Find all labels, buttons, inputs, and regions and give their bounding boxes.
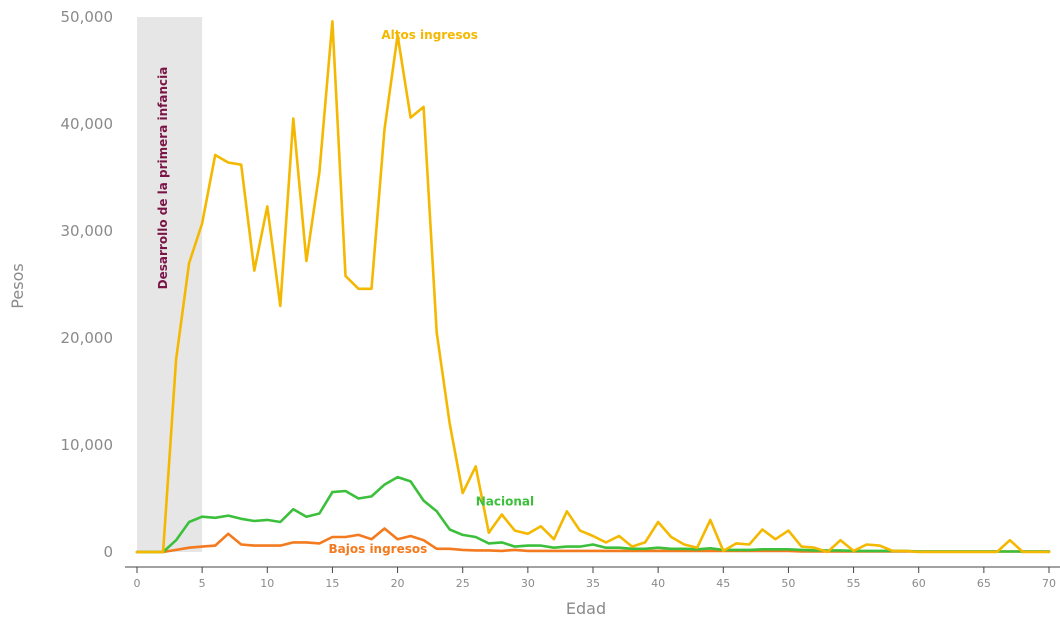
- y-tick-label: 10,000: [61, 436, 114, 454]
- y-tick-label: 40,000: [61, 115, 114, 133]
- x-tick-label: 20: [391, 577, 405, 590]
- series-label-1: Nacional: [476, 495, 534, 509]
- x-axis: 0 5 10 15 20 25 30 35 40 45 50 55 60 65 70: [125, 566, 1060, 590]
- x-tick-label: 45: [716, 577, 730, 590]
- x-tick-label: 10: [260, 577, 274, 590]
- y-tick-label: 20,000: [61, 329, 114, 347]
- series-line-2: [135, 527, 1051, 554]
- x-tick-label: 40: [651, 577, 665, 590]
- series-labels: Altos ingresos Nacional Bajos ingresos: [329, 28, 535, 556]
- x-tick-label: 65: [977, 577, 991, 590]
- series-label-0: Altos ingresos: [381, 28, 478, 42]
- x-axis-title: Edad: [566, 599, 606, 618]
- series-line-0: [135, 19, 1051, 554]
- series-label-2: Bajos ingresos: [329, 542, 428, 556]
- x-tick-label: 5: [199, 577, 206, 590]
- x-tick-label: 35: [586, 577, 600, 590]
- y-tick-label: 30,000: [61, 222, 114, 240]
- y-axis: 0 10,000 20,000 30,000 40,000 50,000: [61, 8, 114, 561]
- x-tick-label: 25: [456, 577, 470, 590]
- x-tick-label: 15: [325, 577, 339, 590]
- series-lines: [135, 19, 1051, 554]
- x-tick-label: 70: [1042, 577, 1056, 590]
- y-tick-label: 0: [103, 543, 113, 561]
- x-tick-label: 50: [781, 577, 795, 590]
- x-tick-label: 0: [134, 577, 141, 590]
- x-tick-label: 55: [847, 577, 861, 590]
- band-label: Desarrollo de la primera infancia: [156, 67, 170, 290]
- y-axis-title: Pesos: [8, 263, 27, 308]
- x-tick-label: 60: [912, 577, 926, 590]
- series-line-1: [135, 475, 1051, 554]
- x-tick-label: 30: [521, 577, 535, 590]
- y-tick-label: 50,000: [61, 8, 114, 26]
